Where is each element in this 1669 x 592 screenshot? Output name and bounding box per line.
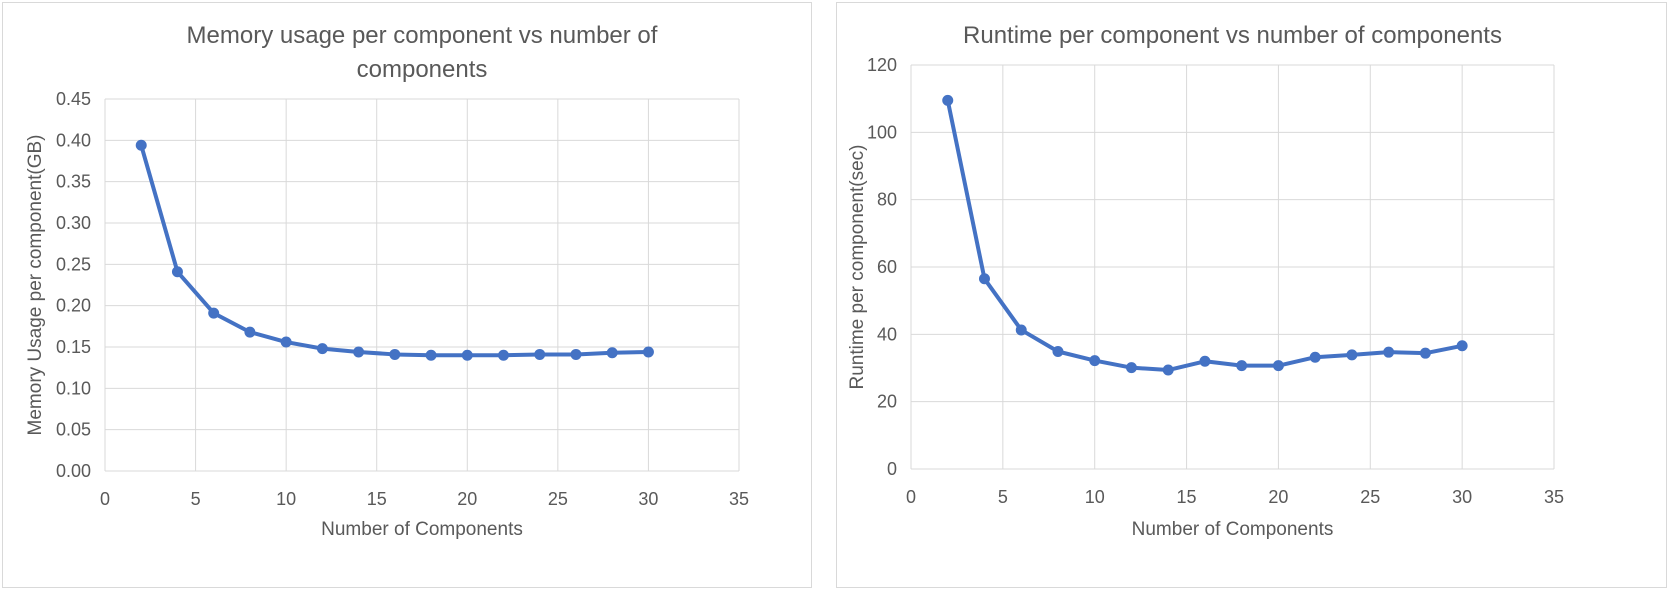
memory-y-tick-label: 0.20 bbox=[56, 296, 91, 316]
runtime-data-point bbox=[1125, 362, 1137, 374]
runtime-data-point bbox=[1199, 355, 1211, 367]
memory-y-tick-label: 0.40 bbox=[56, 130, 91, 150]
memory-data-point bbox=[570, 348, 582, 360]
memory-data-point bbox=[425, 349, 437, 361]
memory-x-tick-label: 0 bbox=[100, 489, 110, 509]
memory-data-point bbox=[135, 139, 147, 151]
runtime-y-axis-title: Runtime per component(sec) bbox=[847, 145, 868, 390]
runtime-data-point bbox=[1015, 324, 1027, 336]
memory-y-tick-label: 0.15 bbox=[56, 337, 91, 357]
memory-usage-chart-svg: 0.00 0.05 0.10 0.15 0.20 0.25 0.30 0.35 0.40 0.45… bbox=[25, 22, 749, 540]
runtime-x-axis-title: Number of Components bbox=[1132, 519, 1334, 540]
runtime-y-tick-label: 80 bbox=[877, 190, 897, 210]
memory-y-tick-label: 0.30 bbox=[56, 213, 91, 233]
memory-data-point bbox=[498, 349, 510, 361]
runtime-chart: 0 20 40 60 80 100 120 0 5 10 15 20 25 30 35 Runtime per… bbox=[836, 2, 1667, 588]
memory-chart-title: components bbox=[357, 56, 488, 83]
memory-series-line bbox=[139, 143, 651, 358]
memory-usage-chart: 0.00 0.05 0.10 0.15 0.20 0.25 0.30 0.35 0.40 0.45… bbox=[2, 2, 812, 588]
runtime-y-tick-label: 100 bbox=[867, 122, 897, 142]
runtime-y-tick-label: 40 bbox=[877, 324, 897, 344]
memory-data-point bbox=[353, 346, 365, 358]
memory-y-tick-label: 0.00 bbox=[56, 461, 91, 481]
memory-data-point bbox=[642, 346, 654, 358]
memory-x-tick-label: 30 bbox=[638, 489, 658, 509]
runtime-data-point bbox=[1236, 360, 1248, 372]
memory-data-point bbox=[606, 347, 618, 359]
memory-x-tick-label: 15 bbox=[367, 489, 387, 509]
runtime-chart-title: Runtime per component vs number of compo… bbox=[963, 22, 1502, 49]
runtime-data-point bbox=[1089, 355, 1101, 367]
memory-y-axis-title: Memory Usage per component(GB) bbox=[25, 135, 46, 436]
memory-x-axis-title: Number of Components bbox=[321, 519, 523, 540]
memory-chart-title: Memory usage per component vs number of bbox=[187, 22, 658, 49]
memory-x-tick-label: 35 bbox=[729, 489, 749, 509]
memory-data-point bbox=[461, 349, 473, 361]
runtime-data-point bbox=[1346, 349, 1358, 361]
runtime-data-point bbox=[1419, 347, 1431, 359]
memory-x-tick-label: 25 bbox=[548, 489, 568, 509]
memory-data-point bbox=[244, 326, 256, 338]
memory-data-point bbox=[316, 343, 328, 355]
memory-y-tick-label: 0.05 bbox=[56, 420, 91, 440]
runtime-x-tick-label: 30 bbox=[1452, 487, 1472, 507]
runtime-data-point bbox=[1272, 360, 1284, 372]
memory-x-tick-label: 5 bbox=[191, 489, 201, 509]
memory-data-point bbox=[534, 348, 546, 360]
memory-y-tick-label: 0.10 bbox=[56, 378, 91, 398]
runtime-x-tick-label: 10 bbox=[1085, 487, 1105, 507]
memory-data-point bbox=[389, 348, 401, 360]
runtime-y-tick-label: 0 bbox=[887, 459, 897, 479]
memory-x-tick-label: 10 bbox=[276, 489, 296, 509]
runtime-data-point bbox=[1309, 351, 1321, 363]
runtime-data-point bbox=[1052, 346, 1064, 358]
memory-y-tick-label: 0.45 bbox=[56, 89, 91, 109]
runtime-x-tick-label: 25 bbox=[1360, 487, 1380, 507]
runtime-data-point bbox=[942, 94, 954, 106]
runtime-data-point bbox=[1456, 340, 1468, 352]
runtime-x-tick-label: 35 bbox=[1544, 487, 1564, 507]
runtime-chart-svg: 0 20 40 60 80 100 120 0 5 10 15 20 25 30 35 Runtime per… bbox=[847, 22, 1564, 540]
runtime-y-tick-label: 60 bbox=[877, 257, 897, 277]
runtime-x-tick-label: 20 bbox=[1268, 487, 1288, 507]
memory-x-tick-label: 20 bbox=[457, 489, 477, 509]
runtime-x-tick-label: 5 bbox=[998, 487, 1008, 507]
runtime-data-point bbox=[1162, 364, 1174, 376]
runtime-data-point bbox=[978, 273, 990, 285]
memory-data-point bbox=[171, 266, 183, 278]
memory-data-point bbox=[280, 336, 292, 348]
memory-y-tick-label: 0.25 bbox=[56, 254, 91, 274]
memory-y-tick-label: 0.35 bbox=[56, 172, 91, 192]
runtime-data-point bbox=[1383, 346, 1395, 358]
runtime-x-tick-label: 0 bbox=[906, 487, 916, 507]
runtime-x-tick-label: 15 bbox=[1177, 487, 1197, 507]
memory-data-point bbox=[208, 307, 220, 319]
runtime-y-tick-label: 20 bbox=[877, 392, 897, 412]
runtime-y-tick-label: 120 bbox=[867, 55, 897, 75]
